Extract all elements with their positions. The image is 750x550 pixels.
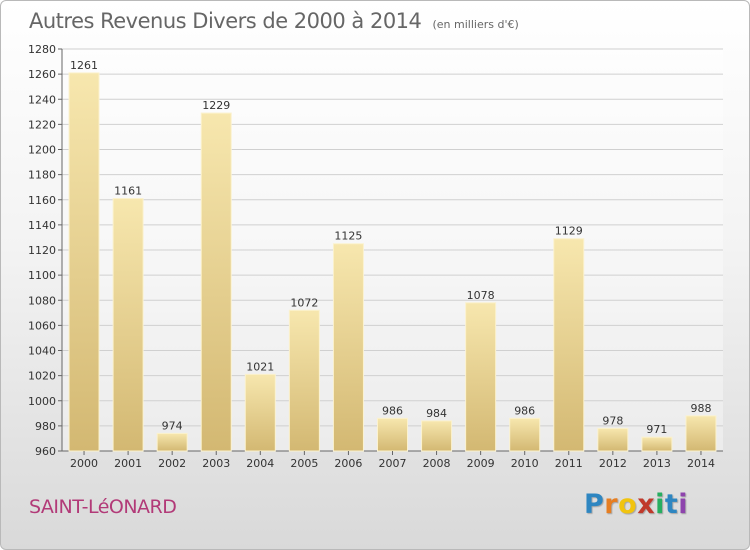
x-tick-label: 2008 [423,457,451,470]
bar-2014 [685,415,717,452]
y-tick-label: 1080 [28,294,56,307]
bar-value-label: 1161 [114,184,142,197]
bar-value-label: 1072 [290,296,318,309]
y-tick-label: 1120 [28,244,56,257]
bar-2009 [465,302,497,452]
bar-value-label: 988 [690,402,711,415]
chart-title: Autres Revenus Divers de 2000 à 2014 [29,9,422,33]
bar-value-label: 1261 [70,59,98,72]
bar-2006 [332,243,364,452]
bar-value-label: 1078 [467,289,495,302]
y-tick-label: 980 [35,420,56,433]
bar-2002 [156,432,188,452]
bar-value-label: 1125 [334,230,362,243]
bar-value-label: 1229 [202,99,230,112]
bar-2007 [377,417,408,452]
x-tick-label: 2007 [379,457,407,470]
bar-value-label: 984 [426,407,447,420]
x-tick-label: 2004 [246,457,274,470]
bar-2000 [68,72,100,452]
x-tick-label: 2001 [114,457,142,470]
proxiti-logo: Proxiti [584,489,689,520]
y-tick-label: 1100 [28,269,56,282]
x-tick-label: 2014 [687,457,715,470]
chart-title-block: Autres Revenus Divers de 2000 à 2014 (en… [29,9,519,33]
bar-value-label: 986 [382,404,403,417]
y-tick-label: 1020 [28,370,56,383]
y-tick-label: 1240 [28,93,56,106]
y-tick-label: 1040 [28,345,56,358]
x-tick-label: 2005 [290,457,318,470]
bar-2011 [553,238,585,452]
y-tick-label: 1200 [28,144,56,157]
x-tick-label: 2013 [643,457,671,470]
y-tick-label: 1000 [28,395,56,408]
bar-2003 [200,112,232,452]
bar-2008 [421,420,453,452]
x-tick-label: 2003 [202,457,230,470]
bar-value-label: 971 [646,423,667,436]
bar-2010 [509,417,541,452]
bar-value-label: 978 [602,414,623,427]
x-tick-label: 2009 [467,457,495,470]
y-tick-label: 1140 [28,219,56,232]
y-tick-label: 1280 [28,43,56,56]
bar-value-label: 986 [514,404,535,417]
y-tick-label: 1180 [28,169,56,182]
x-tick-label: 2002 [158,457,186,470]
bar-value-label: 1021 [246,360,274,373]
y-tick-label: 1260 [28,68,56,81]
bar-2012 [597,427,629,452]
x-tick-label: 2000 [70,457,98,470]
bar-value-label: 1129 [555,225,583,238]
x-tick-label: 2012 [599,457,627,470]
y-tick-label: 1220 [28,118,56,131]
x-tick-label: 2010 [511,457,539,470]
x-tick-label: 2006 [334,457,362,470]
bar-2013 [641,436,673,452]
bar-value-label: 974 [162,419,183,432]
bar-2004 [244,373,276,452]
bar-2005 [288,309,320,452]
x-tick-label: 2011 [555,457,583,470]
y-tick-label: 1160 [28,194,56,207]
y-tick-label: 1060 [28,319,56,332]
y-tick-label: 960 [35,445,56,458]
bar-2001 [112,197,144,452]
chart-subtitle: (en milliers d'€) [432,18,519,31]
location-name: SAINT-LéONARD [29,496,177,518]
